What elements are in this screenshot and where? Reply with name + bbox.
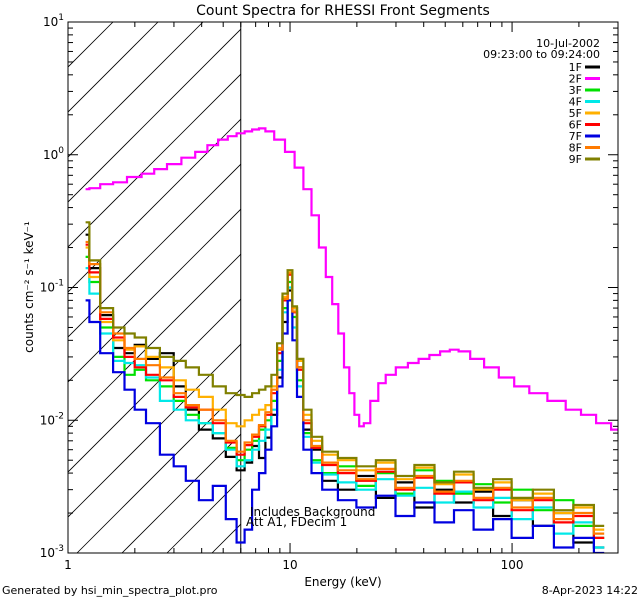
time-range-label: 09:23:00 to 09:24:00 [483,48,600,61]
hatch-line [68,22,159,113]
y-tick-label: 10-1 [40,279,64,295]
hatch-line [527,22,640,553]
legend-label-7F: 7F [569,130,582,143]
series-6F [85,243,605,539]
series-3F [85,255,605,539]
date-label: 10-Jul-2002 [536,37,600,50]
y-axis-label: counts cm⁻² s⁻¹ keV⁻¹ [22,221,36,353]
x-tick-label: 100 [501,558,524,572]
hatch-line [68,253,241,428]
legend-label-4F: 4F [569,96,582,109]
x-tick-label: 10 [282,558,297,572]
hatch-line [76,388,241,553]
hatch-line [121,433,241,553]
legend-label-8F: 8F [569,142,582,155]
hatch-line [572,22,640,553]
legend-label-3F: 3F [569,84,582,97]
annotation-background: Includes Background [250,505,375,519]
hatch-line [392,22,640,553]
generated-by-label: Generated by hsi_min_spectra_plot.pro [2,584,218,597]
hatch-line [617,22,640,553]
hatch-line [68,73,241,248]
series-layer [85,127,618,553]
hatch-line [68,208,241,383]
x-axis-label: Energy (keV) [304,575,381,589]
axes: 1 10 100 10-3 10-2 10-1 100 101 [40,13,619,572]
legend-label-9F: 9F [569,153,582,166]
series-7F [85,299,605,553]
legend-label-5F: 5F [569,107,582,120]
hatch-line [68,343,241,518]
legend-label-2F: 2F [569,73,582,86]
series-2F [85,127,618,431]
hatch-line [68,28,241,203]
y-tick-label: 10-3 [40,544,64,560]
hatch-line [68,298,241,473]
series-8F [85,240,605,535]
annotation-attenuator: Att A1, FDecim 1 [246,515,347,529]
y-tick-label: 101 [43,13,64,29]
hatch-lines [68,22,640,553]
x-tick-label: 1 [64,558,72,572]
y-tick-label: 10-2 [40,411,64,427]
hatch-line [68,163,241,338]
y-tick-label: 100 [43,146,64,162]
hatched-region [68,22,640,553]
series-5F [85,246,605,531]
series-9F [85,221,605,527]
timestamp-label: 8-Apr-2023 14:22 [541,584,638,597]
hatch-line [68,22,204,158]
chart-title: Count Spectra for RHESSI Front Segments [196,3,490,19]
legend-label-6F: 6F [569,119,582,132]
legend-label-1F: 1F [569,61,582,74]
